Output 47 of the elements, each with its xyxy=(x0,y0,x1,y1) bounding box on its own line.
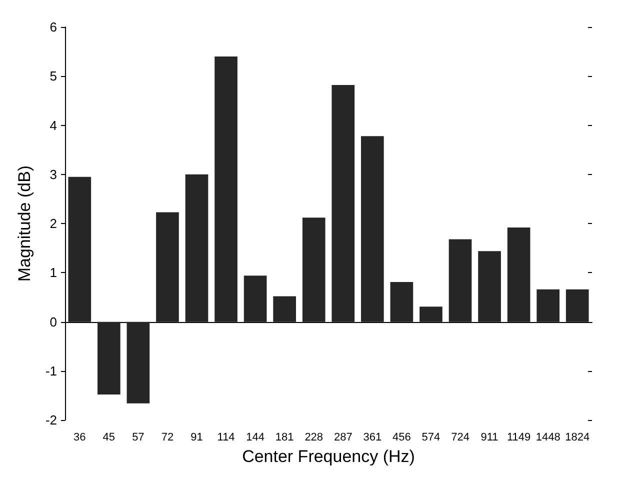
x-tick-label: 114 xyxy=(217,432,235,444)
bar xyxy=(98,322,120,395)
x-tick-label: 361 xyxy=(363,432,382,444)
x-tick-label: 228 xyxy=(304,432,324,444)
x-tick-label: 57 xyxy=(132,432,144,444)
x-tick-label: 1448 xyxy=(536,432,560,444)
y-tick-label: -1 xyxy=(45,363,57,378)
bar xyxy=(214,56,238,322)
y-tick-label: 5 xyxy=(50,68,57,84)
y-axis-title: Magnitude (dB) xyxy=(15,165,34,282)
x-tick-label: 287 xyxy=(334,432,352,444)
x-tick-label: 574 xyxy=(422,432,440,444)
x-tick-label: 456 xyxy=(392,432,411,444)
x-tick-label: 911 xyxy=(480,432,498,444)
y-tick-label: 6 xyxy=(50,20,57,34)
x-tick-label: 144 xyxy=(246,432,264,444)
x-tick-label: 724 xyxy=(451,432,470,444)
y-tick-label: 3 xyxy=(50,166,57,182)
bar xyxy=(68,176,92,322)
x-axis-title: Center Frequency (Hz) xyxy=(242,447,415,466)
x-tick-label: 72 xyxy=(161,432,174,444)
bar xyxy=(273,296,296,322)
bar xyxy=(448,239,472,322)
bar xyxy=(156,212,179,322)
bar xyxy=(332,84,355,322)
x-tick-label: 36 xyxy=(74,432,86,444)
bar xyxy=(361,136,384,322)
y-tick-label: 0 xyxy=(50,314,57,330)
y-tick-label: -2 xyxy=(45,412,57,428)
bar xyxy=(420,306,442,322)
x-tick-label: 181 xyxy=(275,432,294,444)
x-tick-label: 1149 xyxy=(506,432,531,444)
x-tick-label: 45 xyxy=(102,432,116,444)
bar xyxy=(478,251,501,322)
x-tick-label: 91 xyxy=(190,432,203,444)
bar xyxy=(507,227,530,322)
x-tick-label: 1824 xyxy=(565,432,590,444)
bar xyxy=(302,218,326,322)
bar xyxy=(244,276,267,322)
bar xyxy=(126,322,150,404)
y-tick-label: 2 xyxy=(50,216,57,232)
bar xyxy=(566,289,589,322)
y-tick-label: 1 xyxy=(50,265,57,280)
bar xyxy=(390,282,414,322)
bar xyxy=(536,289,560,322)
bar xyxy=(185,174,208,322)
y-tick-label: 4 xyxy=(50,118,57,133)
